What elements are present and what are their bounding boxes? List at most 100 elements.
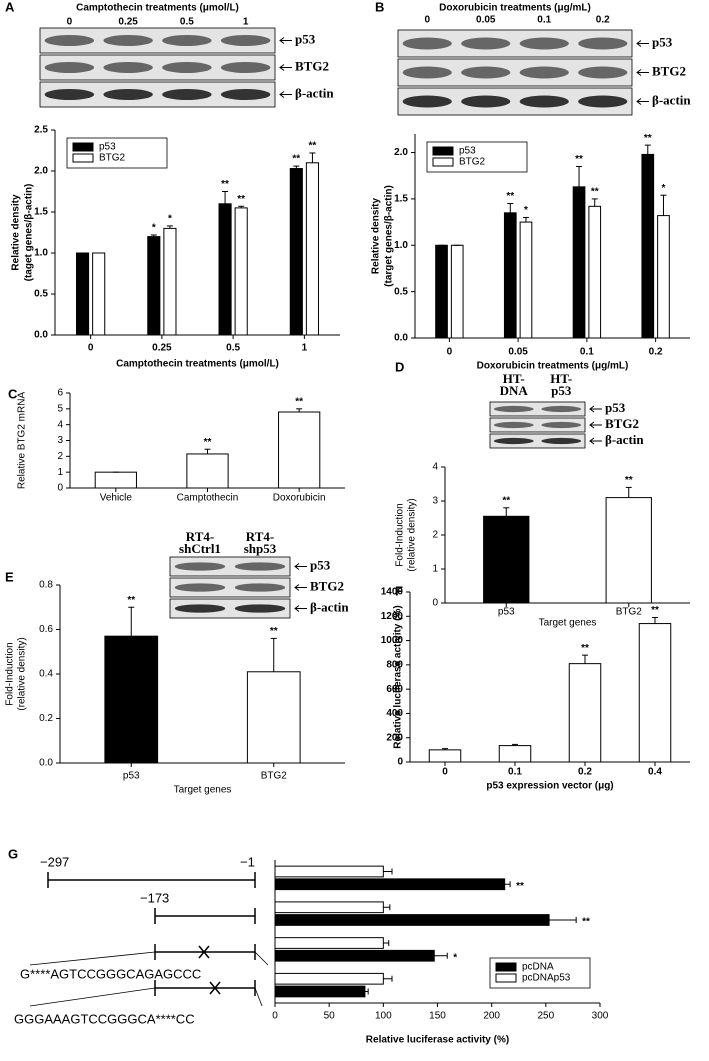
significance: * [168,214,172,225]
y-tick-label: 2.5 [34,125,48,136]
blot-strip [489,433,586,449]
band [519,37,569,50]
x-tick-label: Doxorubicin [273,493,326,504]
x-tick-label: 0.5 [226,343,240,354]
significance: ** [651,605,659,616]
legend-label: pcDNAp53 [522,973,571,984]
bar [274,985,366,998]
lane-label: 0 [424,15,430,26]
arrow [279,64,292,71]
y-tick-label: 200 [386,732,403,743]
mutation-mark [209,981,221,995]
x-axis-label: Camptothecin treatments (μmol/L) [116,359,279,370]
sequence: GGGAAAGTCCGGGCA****CC [14,1011,195,1026]
x-axis-label: Doxorubicin treatments (μg/mL) [477,361,629,372]
bar [503,212,517,339]
significance: ** [204,437,212,448]
legend-swatch [432,146,454,156]
blot-strip [169,556,291,577]
y-tick-label: 1400 [381,587,404,598]
row-label: BTG2 [605,416,639,431]
bar [92,252,106,336]
y-tick-label: 0 [397,757,403,768]
panel-label: A [5,0,15,14]
band [44,89,95,100]
x-axis-label: Target genes [539,618,597,629]
bar [274,914,550,926]
legend-swatch [495,973,517,983]
arrow [279,91,292,98]
y-tick-label: 400 [386,708,403,719]
bar [435,244,448,339]
legend-label: p53 [99,142,116,153]
arrow [636,69,649,76]
zoom-line [254,987,263,1007]
y-axis-label: (target genes/β-actin) [384,185,395,287]
row-label: β-actin [310,599,349,614]
position-label: −297 [40,854,69,869]
y-axis-label: Relative luciferase activity (%) [393,605,404,748]
arrow [589,437,602,445]
legend-label: BTG2 [459,157,486,168]
row-label: BTG2 [652,63,686,78]
y-tick-label: 1.0 [394,240,408,251]
x-tick-label: 0.05 [508,347,528,358]
bar [94,471,137,489]
bar [450,244,464,339]
x-tick-label: 0.4 [648,767,662,778]
x-tick-label: 250 [537,1011,554,1022]
blot-header: Doxorubicin treatments (μg/mL) [439,3,591,14]
band [234,562,286,571]
x-tick-label: 50 [324,1011,336,1022]
lane-label: HT- [550,371,572,386]
blot-header: Camptothecin treatments (μmol/L) [76,3,239,14]
band [44,35,95,46]
zoom-line [29,951,156,966]
arrow [636,40,649,47]
arrow [589,405,602,413]
y-tick-label: 2 [432,530,438,541]
band [578,95,628,108]
bar [305,162,319,336]
band [174,583,226,592]
band [461,66,511,79]
x-tick-label: 0 [272,1011,278,1022]
row-label: β-actin [295,85,334,100]
band [234,604,286,613]
x-tick-label: Camptothecin [177,493,239,504]
x-axis-label: Relative luciferase activity (%) [366,1035,509,1046]
y-axis-label: (relative density) [407,498,418,571]
bar [638,623,672,763]
x-tick-label: Vehicle [100,493,133,504]
lane-label: 0.05 [476,15,496,26]
significance: ** [295,396,303,407]
arrow [589,421,602,429]
lane-label: 0.25 [118,17,138,28]
row-label: p53 [605,400,626,415]
lane-label: DNA [500,383,529,398]
x-tick-label: 0.25 [152,343,172,354]
significance: * [453,952,457,963]
significance: ** [270,626,278,637]
bar [278,411,321,489]
band [493,421,534,429]
band [541,405,582,413]
position-label: −1 [240,854,255,869]
arrow [294,584,307,591]
significance: ** [625,475,633,486]
y-tick-label: 0 [57,483,63,494]
x-tick-label: 1 [302,343,308,354]
y-tick-label: 3 [57,435,63,446]
lane-label: shp53 [244,541,277,556]
zoom-line [29,987,156,1007]
y-axis-label: Fold-Induction [395,503,406,566]
significance: ** [292,154,300,165]
y-tick-label: 600 [386,684,403,695]
significance: ** [644,133,652,144]
sequence: G****AGTCCGGGCAGAGCCC [20,966,201,981]
y-tick-label: 2.0 [394,147,408,158]
legend-swatch [72,142,94,152]
legend-swatch [432,157,454,167]
mutation-mark [198,945,210,959]
y-tick-label: 6 [57,388,63,399]
